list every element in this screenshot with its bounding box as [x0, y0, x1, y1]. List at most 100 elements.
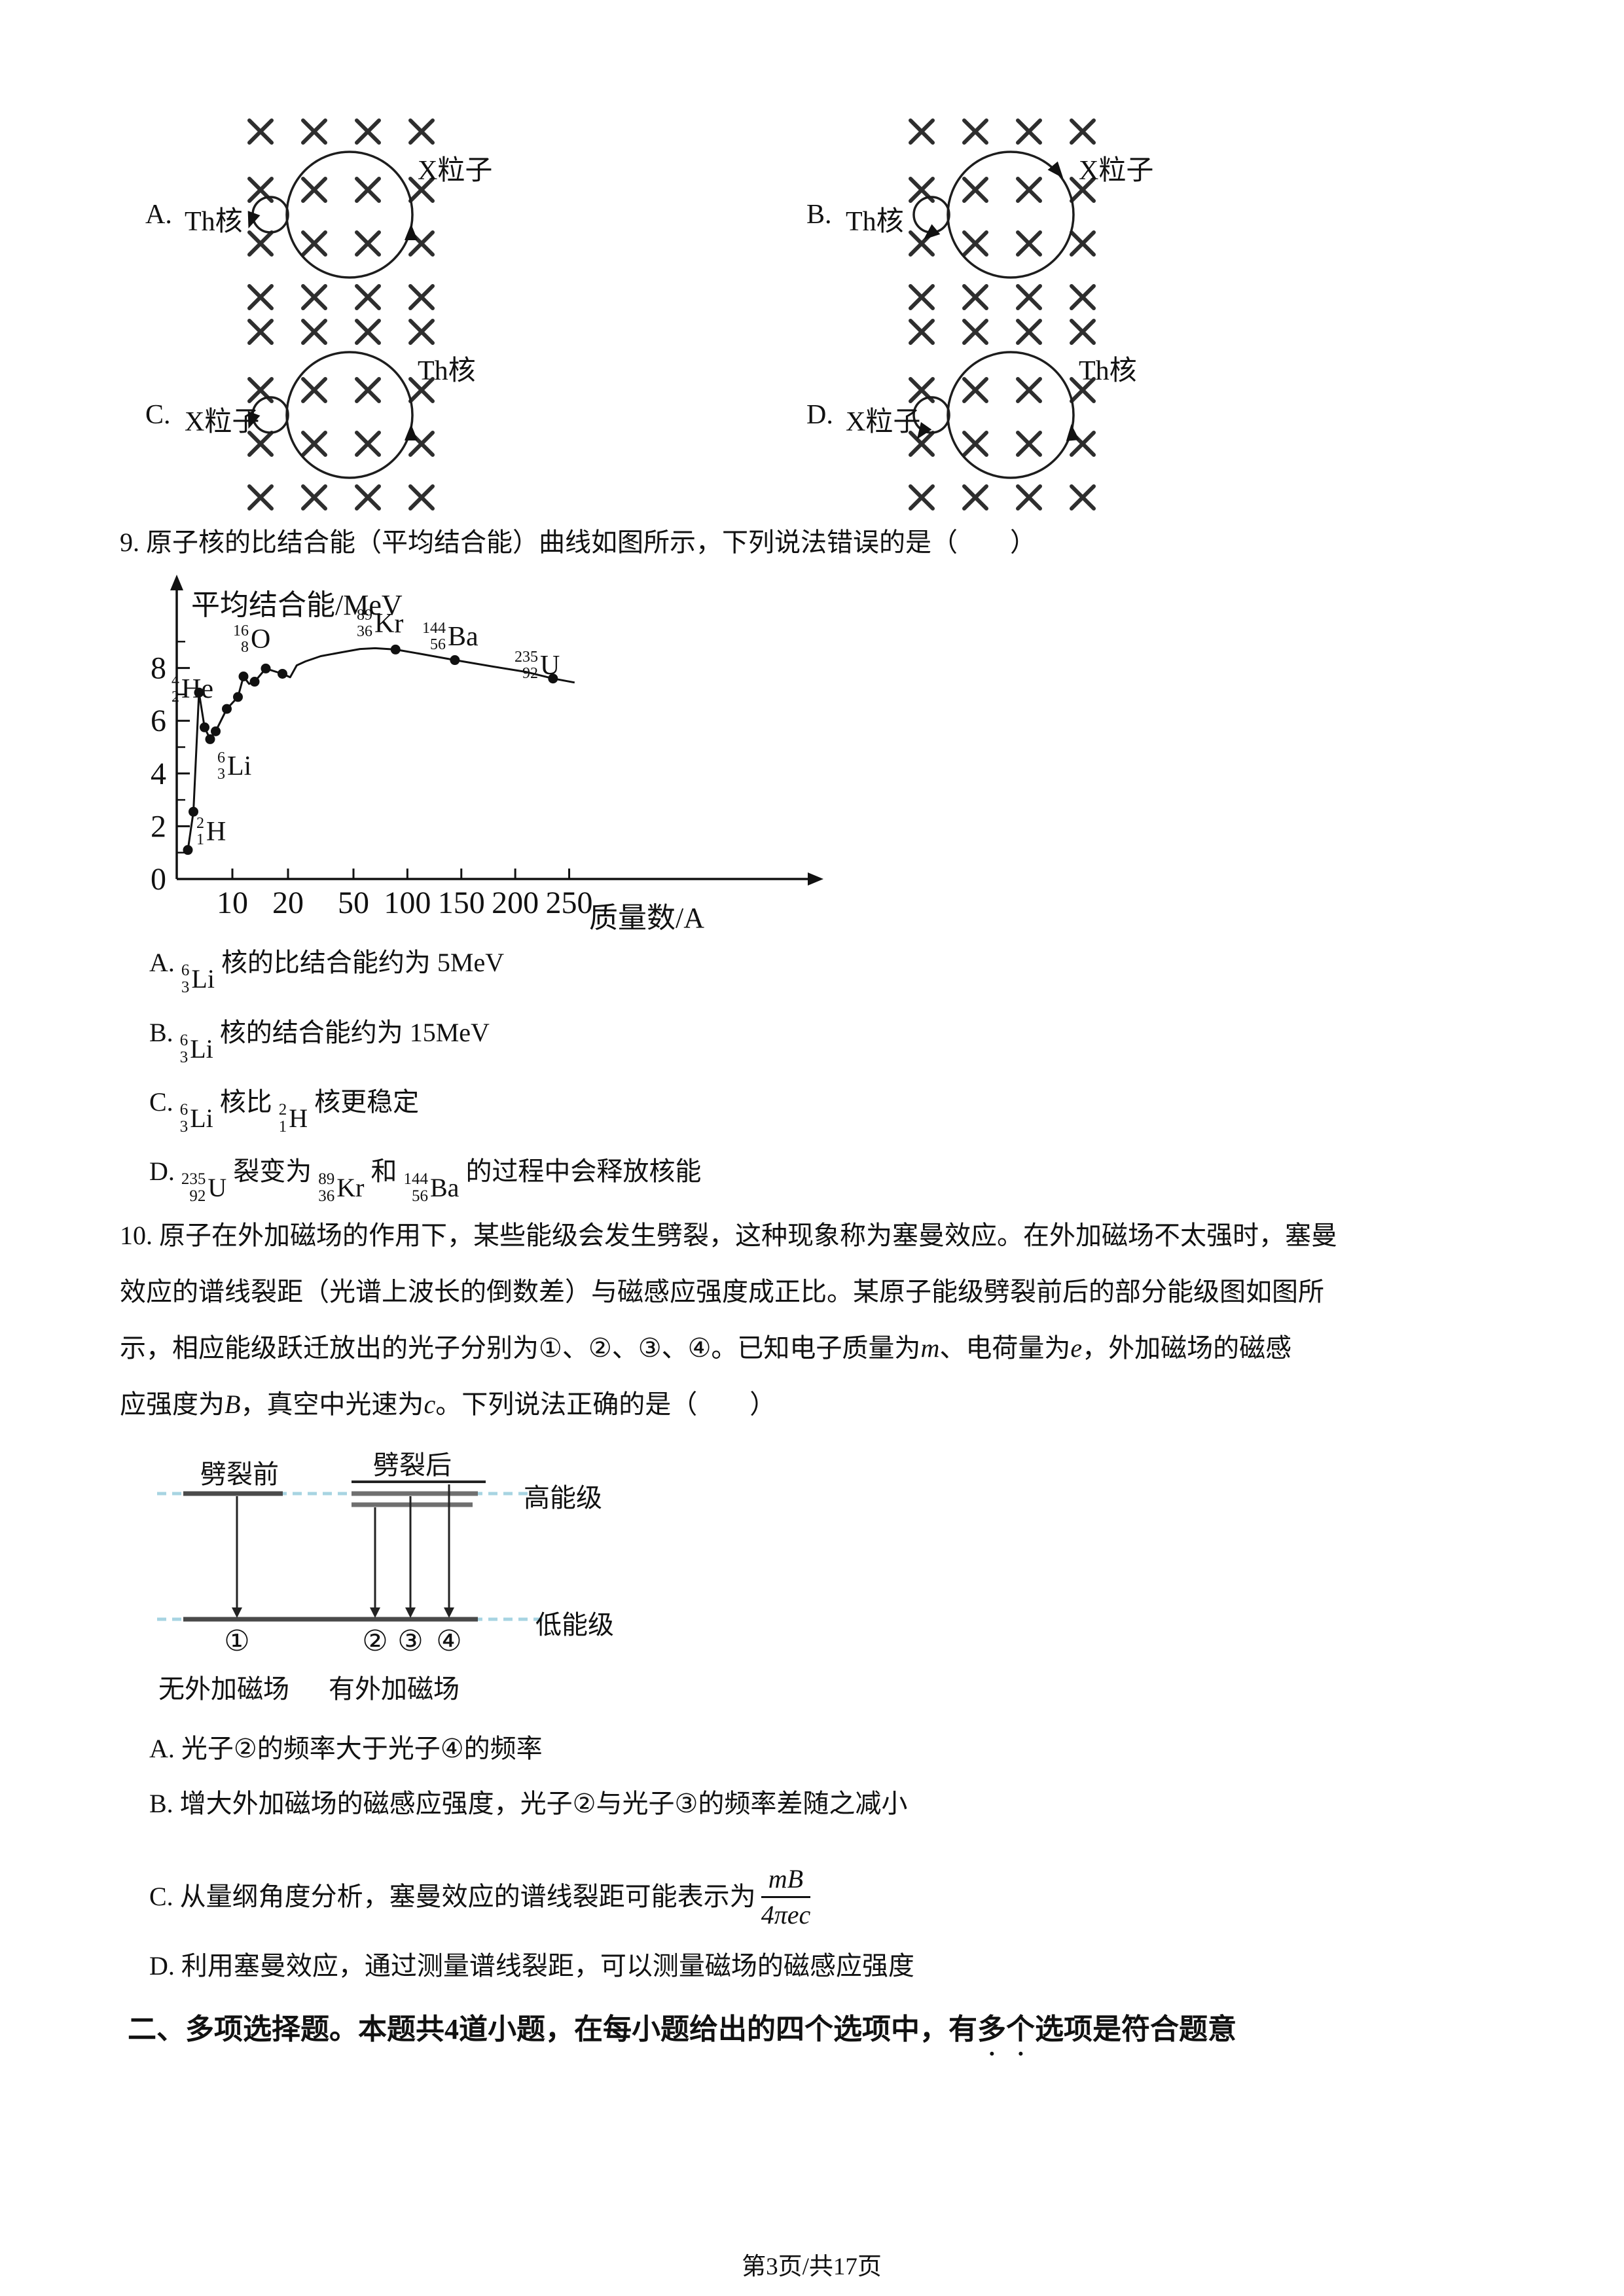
y-tick-label: 4	[151, 757, 166, 791]
photon-2-label: ②	[362, 1625, 388, 1657]
magnetic-field-into-page	[247, 319, 435, 511]
data-point	[194, 687, 204, 698]
x-tick-label: 250	[546, 886, 593, 920]
data-point	[200, 722, 209, 732]
direction-arrow	[923, 224, 941, 240]
large-particle-path	[947, 151, 1075, 279]
direction-arrow	[247, 211, 261, 229]
data-point	[222, 704, 232, 714]
low-level-label: 低能级	[535, 1610, 614, 1640]
right-particle-label: X粒子	[1079, 156, 1154, 186]
answer-diagram-B: B. Th核 X粒子	[772, 85, 1204, 347]
large-particle-path	[285, 351, 414, 479]
option-letter: A.	[145, 200, 172, 230]
left-particle-label: X粒子	[185, 407, 260, 437]
nuclide-Ba: 144 56 Ba	[422, 620, 478, 654]
direction-arrow	[405, 224, 418, 240]
y-axis-label: 平均结合能/MeV	[191, 589, 403, 621]
q9-option-a: A. 6 3 Li 核的比结合能约为 5MeV	[149, 948, 505, 997]
data-point	[233, 692, 243, 702]
x-axis-arrow	[808, 872, 823, 886]
nuclide-U: 235 92 U	[514, 649, 560, 683]
option-letter: B.	[806, 200, 832, 230]
left-particle-label: Th核	[185, 207, 243, 237]
q10-option-b: B. 增大外加磁场的磁感应强度，光子②与光子③的频率差随之减小	[149, 1789, 908, 1818]
answer-diagram-A: A. Th核 X粒子	[111, 85, 543, 347]
data-point	[189, 806, 198, 817]
q10-stem-line-1: 10. 原子在外加磁场的作用下，某些能级会发生劈裂，这种现象称为塞曼效应。在外加…	[120, 1221, 1337, 1250]
q9-stem: 9. 原子核的比结合能（平均结合能）曲线如图所示，下列说法错误的是（ ）	[120, 528, 1036, 557]
nuclide-O: 16 8 O	[233, 622, 271, 656]
nuclide-He: 4 2 He	[171, 672, 213, 706]
q10-option-a: A. 光子②的频率大于光子④的频率	[149, 1734, 543, 1763]
q10-stem-line-3: 示，相应能级跃迁放出的光子分别为①、②、③、④。已知电子质量为m、电荷量为e，外…	[120, 1333, 1292, 1363]
x-tick-label: 20	[272, 886, 304, 920]
left-particle-label: X粒子	[846, 407, 921, 437]
before-splitting-label: 劈裂前	[200, 1460, 279, 1489]
large-particle-path	[285, 151, 414, 279]
magnetic-field-into-page	[247, 118, 435, 310]
nuclide-U: 235 92 U	[181, 1170, 227, 1206]
left-particle-label: Th核	[846, 207, 904, 237]
nuclide-Kr: 89 36 Kr	[318, 1170, 365, 1206]
high-level-label: 高能级	[524, 1483, 602, 1513]
photon-3-label: ③	[397, 1625, 424, 1657]
q10-option-d: D. 利用塞曼效应，通过测量谱线裂距，可以测量磁场的磁感应强度	[149, 1951, 914, 1981]
data-point	[238, 671, 249, 681]
after-splitting-label: 劈裂后	[373, 1450, 452, 1480]
direction-arrow	[405, 424, 418, 440]
q10-option-c: C. 从量纲角度分析，塞曼效应的谱线裂距可能表示为 mB 4πec	[149, 1863, 811, 1929]
section-2-heading: 二、多项选择题。本题共4道小题，在每小题给出的四个选项中，有多个选项是符合题意	[128, 2013, 1236, 2045]
small-particle-path	[912, 396, 950, 434]
data-point	[183, 845, 193, 855]
q10-stem-line-2: 效应的谱线裂距（光谱上波长的倒数差）与磁感应强度成正比。某原子能级劈裂前后的部分…	[120, 1277, 1324, 1306]
photon-1-label: ①	[224, 1625, 250, 1657]
q10-stem-line-4: 应强度为B，真空中光速为c。下列说法正确的是（ ）	[120, 1390, 776, 1419]
right-particle-label: Th核	[1079, 356, 1137, 386]
data-point	[205, 734, 215, 744]
nuclide-Li: 6 3 Li	[179, 1101, 213, 1136]
y-axis-arrow	[170, 575, 183, 590]
energy-level-lines	[157, 1480, 545, 1622]
magnetic-field-into-page	[909, 118, 1096, 310]
with-field-label: 有外加磁场	[329, 1674, 460, 1704]
x-axis-label: 质量数/A	[589, 902, 704, 934]
data-point	[278, 668, 287, 679]
large-particle-path	[947, 351, 1075, 479]
q9-option-d: D. 235 92 U 裂变为 89 36 Kr 和 144 56 Ba 的过程中会释放核能	[149, 1157, 702, 1206]
q10-energy-level-diagram: 劈裂前 劈裂后 高能级 低能级 ① ② ③ ④ 无外加磁场 有外加磁场	[111, 1440, 700, 1715]
magnetic-field-into-page	[909, 319, 1096, 511]
answer-diagram-C: C. X粒子 Th核	[111, 285, 543, 547]
right-particle-label: X粒子	[418, 156, 493, 186]
data-point	[390, 644, 401, 655]
fraction: mB 4πec	[761, 1863, 811, 1929]
data-point	[211, 726, 221, 736]
direction-arrow	[247, 411, 261, 429]
y-tick-label: 2	[151, 809, 166, 844]
data-point	[548, 673, 558, 684]
x-tick-label: 200	[492, 886, 539, 920]
x-tick-label: 10	[217, 886, 248, 920]
y-tick-label: 6	[151, 704, 166, 738]
nuclide-Li: 6 3 Li	[181, 961, 215, 997]
direction-arrow	[916, 422, 932, 440]
direction-arrow	[1047, 161, 1064, 179]
data-point	[261, 663, 271, 673]
no-field-label: 无外加磁场	[158, 1674, 289, 1704]
answer-diagram-D: D. X粒子 Th核	[772, 285, 1204, 547]
photon-4-label: ④	[436, 1625, 462, 1657]
direction-arrow	[1066, 424, 1079, 441]
x-tick-label: 50	[338, 886, 369, 920]
y-tick-label: 8	[151, 651, 166, 686]
nuclide-Kr: 89 36 Kr	[357, 607, 404, 641]
data-point	[450, 655, 460, 666]
q9-binding-energy-chart: 0 2 4 6 8 10 20 50 100 150 200 250 平均结合能/MeV 质量数/A	[131, 569, 851, 936]
page-footer: 第3页/共17页	[742, 2253, 882, 2280]
nuclide-Ba: 144 56 Ba	[403, 1170, 460, 1206]
q9-option-b: B. 6 3 Li 核的结合能约为 15MeV	[149, 1018, 490, 1067]
binding-energy-curve: 0 2 4 6 8 10 20 50 100 150 200 250	[151, 575, 823, 920]
